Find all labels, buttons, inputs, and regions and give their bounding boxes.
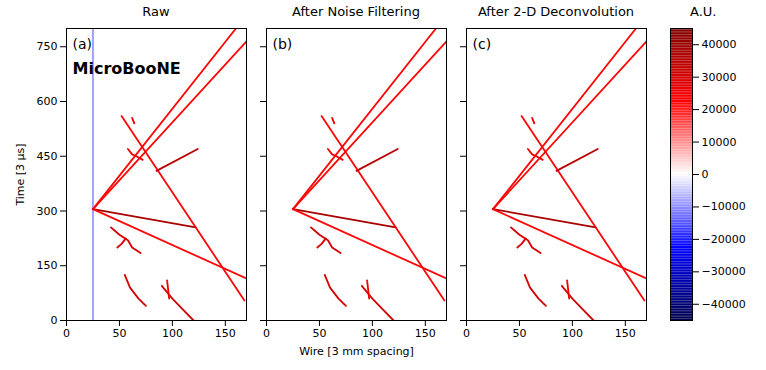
svg-text:0: 0 xyxy=(263,327,270,340)
svg-text:50: 50 xyxy=(112,327,126,340)
svg-text:(c): (c) xyxy=(473,36,492,52)
svg-text:300: 300 xyxy=(37,205,58,218)
svg-text:−30000: −30000 xyxy=(702,265,746,278)
svg-text:−10000: −10000 xyxy=(702,200,746,213)
svg-text:0: 0 xyxy=(51,314,58,327)
svg-text:600: 600 xyxy=(37,95,58,108)
svg-text:150: 150 xyxy=(615,327,636,340)
svg-text:Wire [3 mm spacing]: Wire [3 mm spacing] xyxy=(299,345,414,358)
svg-text:100: 100 xyxy=(562,327,583,340)
svg-text:150: 150 xyxy=(215,327,236,340)
svg-text:Time [3 μs]: Time [3 μs] xyxy=(14,143,27,206)
svg-text:100: 100 xyxy=(362,327,383,340)
svg-text:150: 150 xyxy=(415,327,436,340)
svg-text:750: 750 xyxy=(37,40,58,53)
svg-text:100: 100 xyxy=(162,327,183,340)
svg-text:−20000: −20000 xyxy=(702,233,746,246)
svg-text:0: 0 xyxy=(463,327,470,340)
svg-text:0: 0 xyxy=(702,168,709,181)
svg-text:30000: 30000 xyxy=(702,71,737,84)
svg-text:MicroBooNE: MicroBooNE xyxy=(73,59,181,78)
svg-text:(a): (a) xyxy=(73,36,93,52)
svg-text:50: 50 xyxy=(512,327,526,340)
html-text:After Noise Filtering: After Noise Filtering xyxy=(292,4,420,19)
svg-text:−40000: −40000 xyxy=(702,298,746,311)
svg-text:10000: 10000 xyxy=(702,136,737,149)
svg-text:150: 150 xyxy=(37,259,58,272)
svg-text:0: 0 xyxy=(63,327,70,340)
html-text:A.U.: A.U. xyxy=(690,4,717,19)
html-text:After 2-D Deconvolution: After 2-D Deconvolution xyxy=(477,4,635,19)
svg-text:20000: 20000 xyxy=(702,103,737,116)
svg-text:40000: 40000 xyxy=(702,38,737,51)
html-text:Raw: Raw xyxy=(142,4,170,19)
svg-text:450: 450 xyxy=(37,150,58,163)
svg-text:50: 50 xyxy=(312,327,326,340)
svg-text:(b): (b) xyxy=(273,36,293,52)
